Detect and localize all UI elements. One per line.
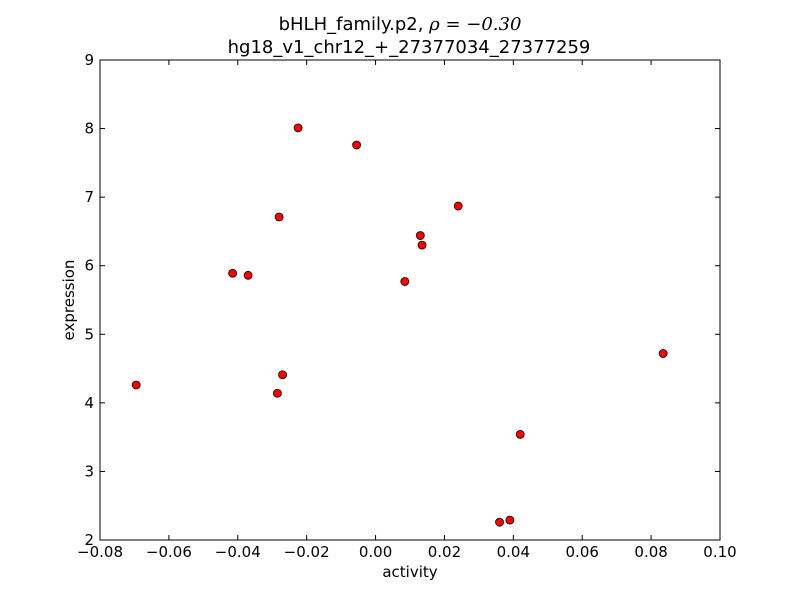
- x-tick-label-6: 0.04: [497, 543, 530, 561]
- data-point-3: [243, 270, 253, 280]
- data-point-16: [658, 349, 668, 358]
- y-tick-label-1: 3: [84, 462, 94, 480]
- data-point-7: [293, 123, 303, 133]
- data-point-13: [495, 517, 504, 527]
- data-point-1: [131, 380, 141, 390]
- chart-title-line2: hg18_v1_chr12_+_27377034_27377259: [228, 37, 591, 58]
- x-tick-label-8: 0.08: [634, 543, 667, 561]
- data-point-10: [415, 231, 425, 240]
- y-tick-label-5: 7: [84, 188, 94, 206]
- y-tick-label-4: 6: [84, 257, 94, 275]
- data-point-15: [515, 429, 525, 439]
- data-point-4: [272, 388, 282, 398]
- x-tick-label-1: −0.06: [146, 543, 192, 561]
- x-tick-label-4: 0.00: [359, 543, 392, 561]
- plot-area-frame: [99, 59, 721, 541]
- y-tick-label-6: 8: [84, 120, 94, 138]
- x-axis-label: activity: [382, 563, 437, 581]
- y-axis-label: expression: [60, 260, 78, 341]
- chart-title-line1: bHLH_family.p2, ρ = −0.30: [279, 14, 522, 35]
- x-tick-label-7: 0.06: [566, 543, 599, 561]
- y-tick-label-0: 2: [84, 531, 94, 549]
- points-layer: [131, 123, 668, 527]
- x-tick-label-5: 0.02: [428, 543, 461, 561]
- y-tick-label-2: 4: [84, 394, 94, 412]
- data-point-5: [274, 212, 284, 222]
- data-point-14: [505, 515, 515, 525]
- y-tick-label-7: 9: [84, 51, 94, 69]
- data-point-2: [228, 268, 238, 278]
- data-point-9: [400, 277, 410, 286]
- x-tick-label-0: −0.08: [77, 543, 123, 561]
- x-tick-label-3: −0.02: [284, 543, 330, 561]
- data-point-11: [417, 240, 427, 250]
- data-point-12: [453, 201, 463, 211]
- data-point-6: [278, 370, 287, 380]
- chart-title-rho: ρ = −0.30: [428, 14, 521, 35]
- chart-title-main: bHLH_family.p2,: [279, 14, 430, 35]
- data-point-8: [352, 140, 362, 150]
- ticks-layer: −0.08 −0.06 −0.04 −0.02 0.00 0.02 0.04 0.06 0.08…: [77, 51, 737, 561]
- y-tick-label-3: 5: [84, 325, 94, 343]
- x-tick-label-2: −0.04: [215, 543, 261, 561]
- x-tick-label-9: 0.10: [703, 543, 736, 561]
